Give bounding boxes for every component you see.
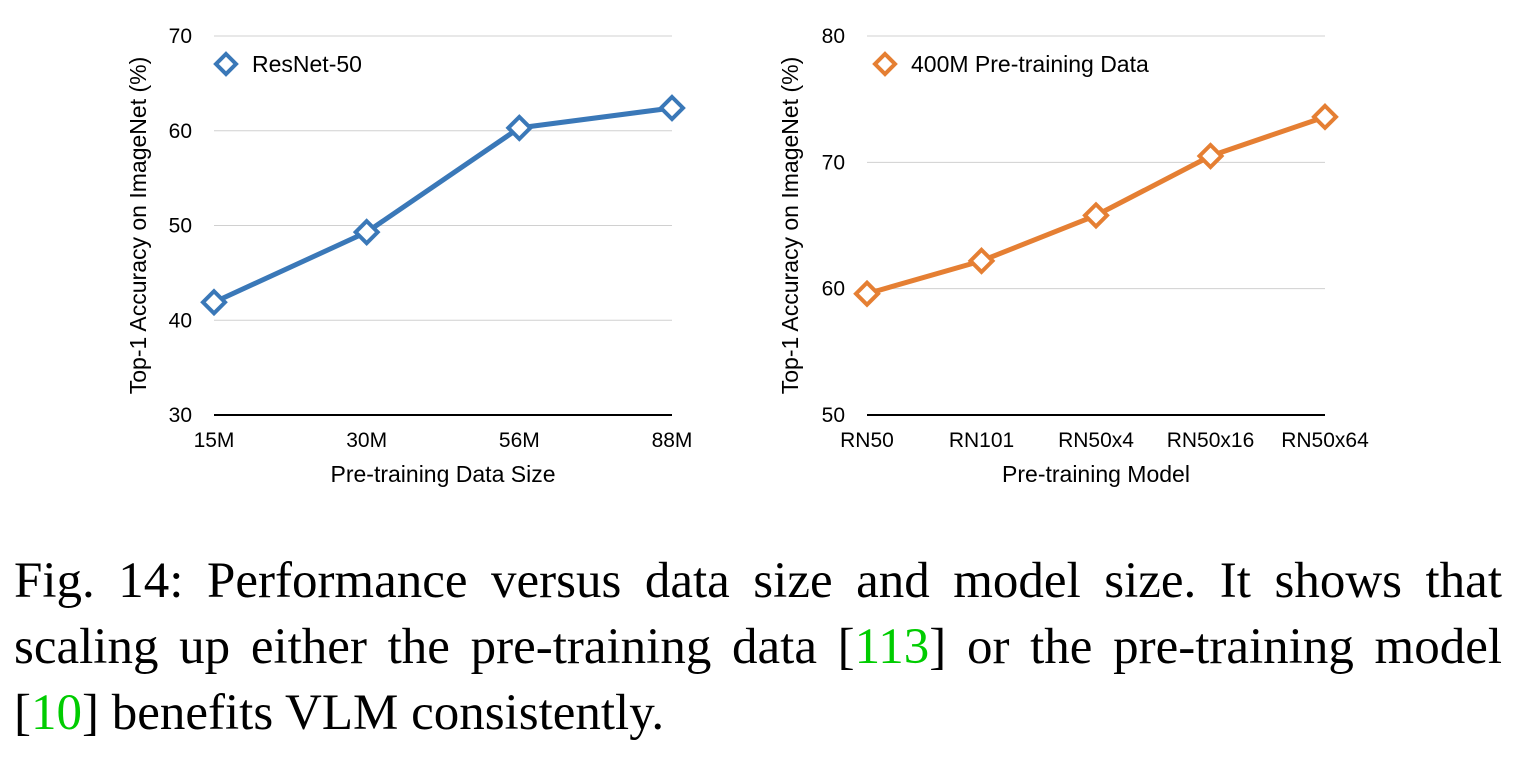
- x-tick-label: 88M: [652, 429, 693, 452]
- x-tick-label: 30M: [346, 429, 387, 452]
- caption-text-1: Performance versus data size and model s…: [14, 553, 1502, 675]
- legend-marker: [213, 51, 239, 77]
- y-tick-label: 70: [169, 25, 192, 48]
- y-tick-label: 60: [822, 278, 845, 301]
- x-tick-label: RN50x4: [1058, 429, 1134, 452]
- data-point-marker: [1311, 103, 1339, 131]
- caption-reference-113[interactable]: 113: [854, 619, 930, 675]
- y-tick-label: 30: [169, 404, 192, 427]
- x-tick-label: 56M: [499, 429, 540, 452]
- legend-marker: [872, 51, 898, 77]
- caption-reference-10[interactable]: 10: [30, 685, 82, 741]
- y-tick-label: 60: [169, 120, 192, 143]
- data-point-marker: [352, 218, 381, 246]
- data-point-marker: [853, 279, 881, 308]
- y-tick-label: 50: [169, 215, 192, 238]
- legend-label: 400M Pre-training Data: [911, 51, 1149, 77]
- x-tick-label: RN50: [840, 429, 894, 452]
- x-tick-label: RN101: [949, 429, 1014, 452]
- y-tick-label: 70: [822, 151, 845, 174]
- x-tick-label: 15M: [194, 429, 235, 452]
- caption-text-3: ] benefits VLM consistently.: [81, 685, 665, 741]
- x-axis-title: Pre-training Data Size: [331, 461, 556, 487]
- x-tick-label: RN50x64: [1281, 429, 1369, 452]
- y-tick-label: 40: [169, 309, 192, 332]
- data-point-marker: [505, 114, 534, 142]
- y-tick-label: 50: [822, 404, 845, 427]
- x-axis-title: Pre-training Model: [1002, 461, 1190, 487]
- y-tick-label: 80: [822, 25, 845, 48]
- y-axis-title: Top-1 Accuracy on ImageNet (%): [125, 57, 151, 394]
- figure-charts: 30 40 50 60 70 15M 30M 56M 88M Pre-training Data …: [125, 25, 1369, 487]
- data-point-marker: [1196, 142, 1225, 170]
- data-point-marker: [1082, 201, 1110, 230]
- data-point-marker: [967, 247, 996, 275]
- series-line: [212, 105, 673, 305]
- data-point-marker: [658, 94, 686, 122]
- chart-model-size: 50 60 70 80 RN50 RN101 RN50x4 RN50x16 RN50x64 Pre…: [777, 25, 1369, 487]
- chart-data-size: 30 40 50 60 70 15M 30M 56M 88M Pre-training Data …: [125, 25, 692, 487]
- figure-caption: Fig. 14: Performance versus data size an…: [14, 548, 1502, 746]
- x-tick-label: RN50x16: [1167, 429, 1255, 452]
- legend-label: ResNet-50: [252, 51, 362, 77]
- caption-text-2: ] or the pre-training model [: [14, 619, 1503, 741]
- y-axis-title: Top-1 Accuracy on ImageNet (%): [777, 57, 803, 394]
- caption-label: Fig. 14:: [14, 553, 184, 609]
- data-point-marker: [200, 288, 228, 317]
